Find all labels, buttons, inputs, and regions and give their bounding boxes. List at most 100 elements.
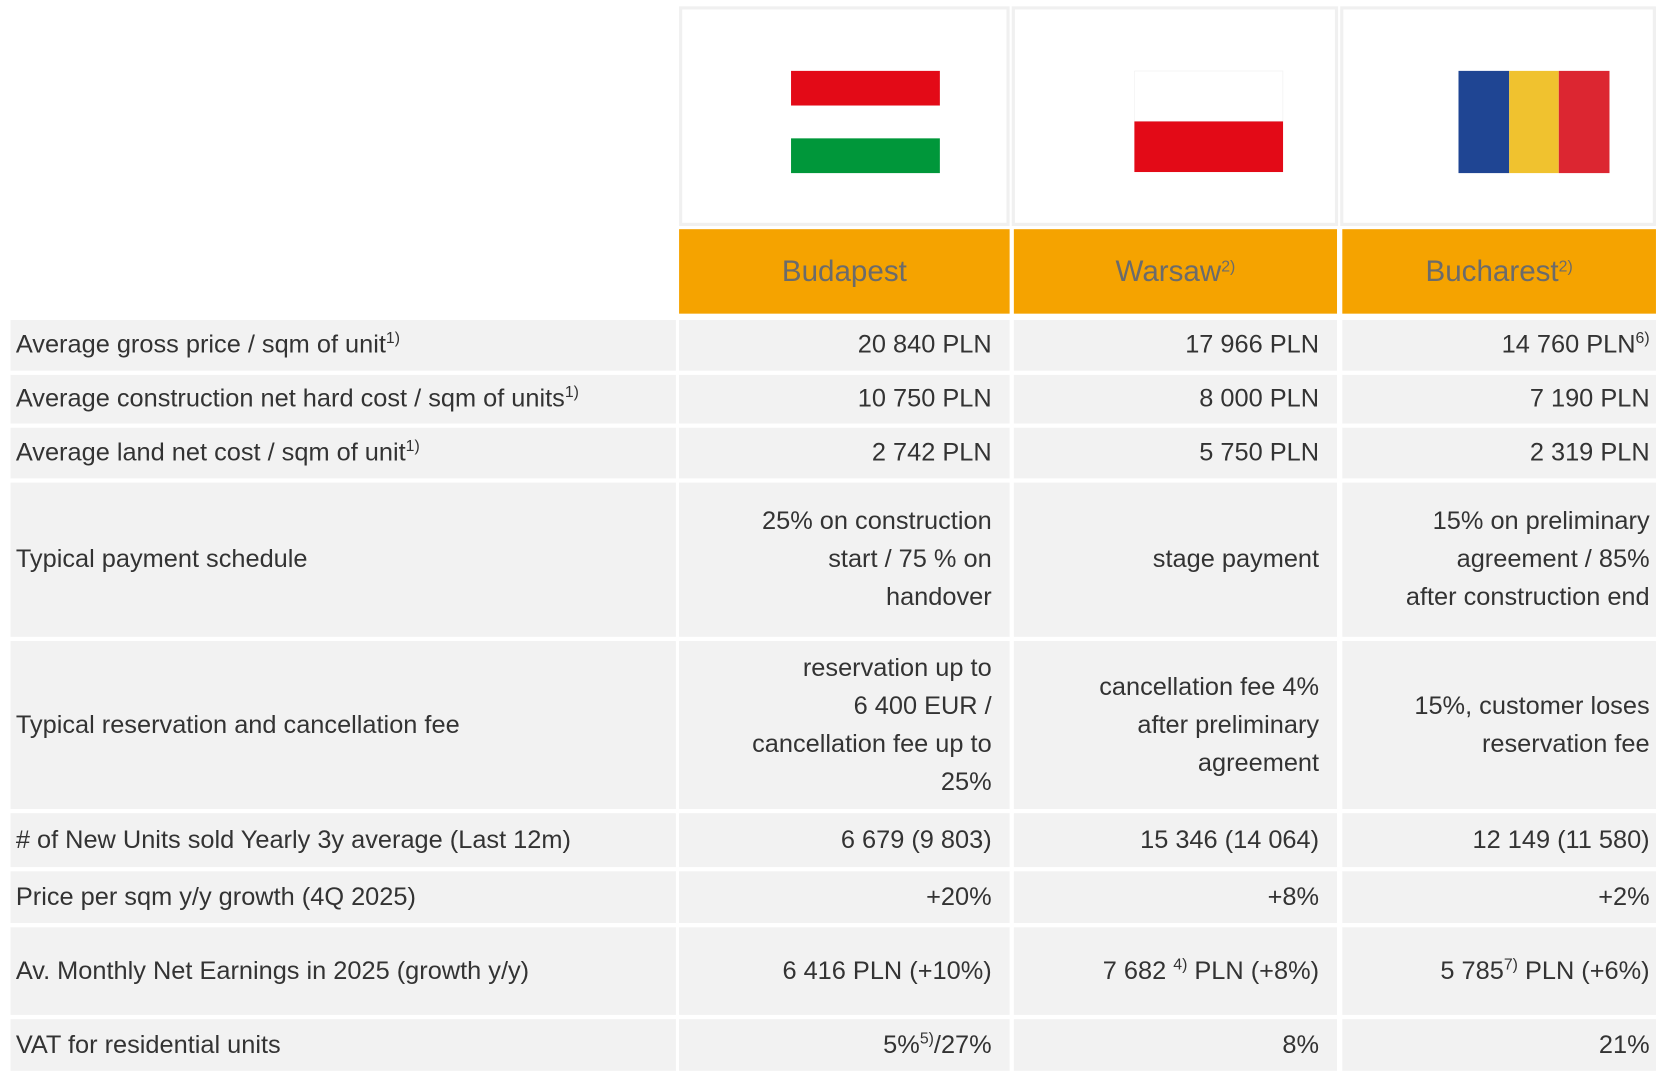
text: Warsaw bbox=[1115, 254, 1222, 288]
text-line: start / 75 % on bbox=[828, 541, 991, 579]
text: Budapest bbox=[781, 254, 907, 288]
text-line: agreement / 85% bbox=[1457, 541, 1650, 579]
value-cell: 15%, customer loses reservation fee bbox=[1342, 641, 1656, 809]
value-cell: 5 750 PLN bbox=[1013, 427, 1338, 479]
value-cell: 10 750 PLN bbox=[679, 374, 1010, 424]
value-cell: +20% bbox=[679, 871, 1010, 924]
row-label: Average construction net hard cost / sqm… bbox=[10, 374, 676, 424]
value-cell: 7 190 PLN bbox=[1342, 374, 1656, 424]
text-line: 2 742 PLN bbox=[872, 434, 992, 472]
text-line: 14 760 PLN6) bbox=[1502, 326, 1650, 364]
value-cell: 20 840 PLN bbox=[679, 319, 1010, 371]
text: Price per sqm y/y growth (4Q 2025) bbox=[15, 882, 416, 911]
row-label: # of New Units sold Yearly 3y average (L… bbox=[10, 813, 676, 868]
text: 14 760 PLN bbox=[1501, 330, 1636, 360]
text-line: +2% bbox=[1598, 878, 1649, 916]
text: # of New Units sold Yearly 3y average (L… bbox=[15, 825, 571, 854]
text-line: cancellation fee 4% bbox=[1099, 668, 1319, 706]
text: 6 679 (9 803) bbox=[840, 825, 992, 854]
text-line: 5%5)/27% bbox=[883, 1026, 991, 1064]
text-line: 5 7857) PLN (+6%) bbox=[1440, 952, 1649, 990]
text: PLN (+6%) bbox=[1517, 956, 1650, 985]
text: 25% on construction bbox=[762, 506, 992, 536]
text: 6 400 EUR / bbox=[853, 691, 992, 720]
superscript: 4) bbox=[1173, 955, 1188, 974]
text: after preliminary bbox=[1137, 710, 1320, 739]
text: 5 785 bbox=[1440, 956, 1504, 985]
text: 25% bbox=[940, 767, 992, 796]
text: 2 319 PLN bbox=[1529, 438, 1650, 467]
text: 6 416 PLN (+10%) bbox=[782, 956, 992, 985]
text: 15 346 (14 064) bbox=[1140, 825, 1320, 854]
flag-cell bbox=[679, 6, 1010, 227]
text-line: 10 750 PLN bbox=[858, 380, 992, 418]
text-line: 15%, customer loses bbox=[1414, 687, 1649, 725]
value-cell: 21% bbox=[1342, 1019, 1656, 1071]
text-line: Average gross price / sqm of unit1) bbox=[16, 326, 400, 364]
text-line: 6 679 (9 803) bbox=[841, 821, 992, 859]
text: 7 682 bbox=[1102, 956, 1174, 985]
text: Average construction net hard cost / sqm… bbox=[15, 384, 565, 413]
text: 17 966 PLN bbox=[1185, 330, 1320, 360]
value-cell: 8% bbox=[1013, 1019, 1338, 1071]
text-line: 5 750 PLN bbox=[1199, 434, 1319, 472]
text: 15%, customer loses bbox=[1414, 691, 1650, 720]
text: agreement / 85% bbox=[1456, 544, 1650, 574]
text-line: stage payment bbox=[1153, 541, 1319, 579]
text-line: Typical payment schedule bbox=[16, 541, 308, 579]
column-header: Warsaw2) bbox=[1013, 229, 1338, 314]
text-line: 17 966 PLN bbox=[1185, 326, 1319, 364]
value-cell: 2 742 PLN bbox=[679, 427, 1010, 479]
text-line: # of New Units sold Yearly 3y average (L… bbox=[16, 821, 571, 859]
value-cell: 6 679 (9 803) bbox=[679, 813, 1010, 868]
value-cell: 5%5)/27% bbox=[679, 1019, 1010, 1071]
text-line: Average construction net hard cost / sqm… bbox=[16, 380, 579, 418]
text: VAT for residential units bbox=[15, 1030, 281, 1059]
text: 15% on preliminary bbox=[1432, 506, 1650, 536]
value-cell: 5 7857) PLN (+6%) bbox=[1342, 927, 1656, 1015]
flag-cell bbox=[1340, 6, 1656, 227]
value-cell: reservation up to 6 400 EUR / cancellation… bbox=[679, 641, 1010, 809]
text: cancellation fee up to bbox=[752, 729, 992, 758]
text-line: 6 416 PLN (+10%) bbox=[782, 952, 991, 990]
text: 12 149 (11 580) bbox=[1472, 825, 1650, 854]
value-cell: 7 682 4) PLN (+8%) bbox=[1013, 927, 1338, 1015]
text: Bucharest bbox=[1425, 254, 1559, 288]
text: 7 190 PLN bbox=[1529, 384, 1650, 413]
text-line: 15 346 (14 064) bbox=[1140, 821, 1319, 859]
text-line: reservation up to bbox=[803, 649, 992, 687]
value-cell: 15% on preliminary agreement / 85% after c… bbox=[1342, 482, 1656, 637]
text-line: 6 400 EUR / bbox=[854, 687, 992, 725]
text-line: Average land net cost / sqm of unit1) bbox=[16, 434, 420, 472]
text: +2% bbox=[1598, 882, 1650, 911]
value-cell: 8 000 PLN bbox=[1013, 374, 1338, 424]
row-label: Av. Monthly Net Earnings in 2025 (growth… bbox=[10, 927, 676, 1015]
row-label: Average land net cost / sqm of unit1) bbox=[10, 427, 676, 479]
text-line: Price per sqm y/y growth (4Q 2025) bbox=[16, 878, 416, 916]
text: Av. Monthly Net Earnings in 2025 (growth… bbox=[15, 956, 530, 985]
text: cancellation fee 4% bbox=[1099, 672, 1320, 701]
flag-romania bbox=[1458, 70, 1610, 174]
text: agreement bbox=[1197, 748, 1320, 777]
value-cell: 2 319 PLN bbox=[1342, 427, 1656, 479]
text: reservation fee bbox=[1481, 729, 1650, 758]
superscript: 6) bbox=[1635, 329, 1650, 348]
value-cell: +2% bbox=[1342, 871, 1656, 924]
value-cell: 15 346 (14 064) bbox=[1013, 813, 1338, 868]
value-cell: 14 760 PLN6) bbox=[1342, 319, 1656, 371]
text-line: 20 840 PLN bbox=[858, 326, 992, 364]
text-line: Warsaw2) bbox=[1116, 252, 1236, 290]
text-line: cancellation fee up to bbox=[752, 725, 992, 763]
value-cell: cancellation fee 4% after preliminary agre… bbox=[1013, 641, 1338, 809]
text: /27% bbox=[933, 1030, 992, 1059]
text-line: handover bbox=[886, 579, 992, 617]
text-line: Bucharest2) bbox=[1426, 252, 1573, 290]
text: 5% bbox=[883, 1030, 920, 1059]
text-line: 25% on construction bbox=[762, 503, 992, 541]
text-line: 25% bbox=[941, 763, 992, 801]
text: Typical payment schedule bbox=[15, 544, 308, 574]
value-cell: stage payment bbox=[1013, 482, 1338, 637]
row-label: Average gross price / sqm of unit1) bbox=[10, 319, 676, 371]
text: 2 742 PLN bbox=[871, 438, 992, 467]
text: reservation up to bbox=[802, 653, 992, 682]
